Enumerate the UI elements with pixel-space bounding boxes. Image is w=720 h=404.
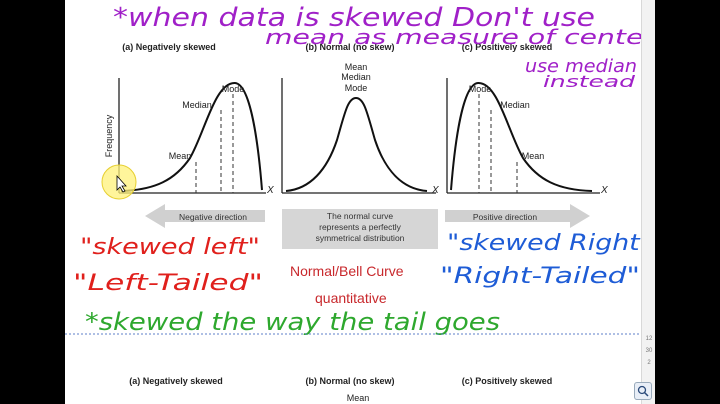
scroll-number: 12 bbox=[645, 336, 653, 342]
panel-title-negative: (a) Negatively skewed bbox=[122, 42, 216, 52]
mean-label: Mean bbox=[169, 151, 192, 161]
next-title-negative: (a) Negatively skewed bbox=[129, 376, 223, 386]
next-title-normal: (b) Normal (no skew) bbox=[305, 376, 394, 386]
annotation-quantitative: quantitative bbox=[315, 290, 387, 306]
page-canvas: (a) Negatively skewed (b) Normal (no ske… bbox=[65, 3, 655, 403]
annotation-right-tailed: "Right-Tailed" bbox=[440, 264, 640, 289]
panel-title-positive: (c) Positively skewed bbox=[462, 42, 553, 52]
next-peek-mean: Mean bbox=[347, 393, 370, 403]
normal-box-line1: The normal curve bbox=[327, 211, 393, 221]
annotation-skewed-left: "skewed left" bbox=[80, 235, 260, 260]
scroll-number: 2 bbox=[647, 360, 651, 366]
mean-label: Mean bbox=[522, 151, 545, 161]
mode-label: Mode bbox=[469, 84, 492, 94]
median-label: Median bbox=[182, 100, 212, 110]
annotation-top-line2: mean as measure of center bbox=[265, 25, 655, 49]
zoom-button[interactable] bbox=[634, 382, 652, 400]
curve-positive bbox=[450, 81, 593, 192]
mean-label: Mean bbox=[345, 62, 368, 72]
annotation-use-median: use median bbox=[525, 56, 637, 77]
next-title-positive: (c) Positively skewed bbox=[462, 376, 553, 386]
magnifier-icon bbox=[637, 385, 649, 397]
normal-box-line2: represents a perfectly bbox=[319, 222, 401, 232]
curve-negative bbox=[120, 81, 263, 192]
vertical-scrollbar[interactable]: 12 30 2 bbox=[641, 0, 655, 404]
x-axis-label: X bbox=[600, 185, 608, 196]
scroll-number: 30 bbox=[645, 348, 653, 354]
cursor-icon bbox=[116, 174, 127, 193]
y-axis-label: Frequency bbox=[104, 114, 114, 157]
panel-normal: Mean Median Mode X bbox=[281, 62, 439, 196]
positive-arrow bbox=[445, 204, 590, 228]
mode-label: Mode bbox=[345, 83, 368, 93]
panel-positive: Mode Median Mean X bbox=[446, 78, 608, 196]
letterbox-right bbox=[655, 0, 720, 404]
normal-box-line3: symmetrical distribution bbox=[316, 233, 405, 243]
x-axis-label: X bbox=[431, 185, 439, 196]
annotation-tail-note: *skewed the way the tail goes bbox=[85, 308, 500, 336]
positive-direction-label: Positive direction bbox=[473, 212, 538, 222]
mode-label: Mode bbox=[222, 84, 245, 94]
annotation-top-line1: *when data is skewed Don't use bbox=[113, 3, 595, 33]
negative-direction-label: Negative direction bbox=[179, 212, 247, 222]
annotation-skewed-right: "skewed Right" bbox=[447, 231, 652, 256]
annotation-instead: instead bbox=[543, 72, 636, 91]
document-page: (a) Negatively skewed (b) Normal (no ske… bbox=[65, 0, 655, 404]
median-label: Median bbox=[500, 100, 530, 110]
x-axis-label: X bbox=[266, 185, 274, 196]
normal-curve-box bbox=[282, 209, 438, 249]
annotation-left-tailed: "Left-Tailed" bbox=[73, 271, 263, 296]
curve-normal bbox=[285, 96, 428, 192]
panel-title-normal: (b) Normal (no skew) bbox=[305, 42, 394, 52]
annotation-normal-bell: Normal/Bell Curve bbox=[290, 263, 404, 279]
panel-negative: Mode Median Mean X Frequency bbox=[104, 78, 274, 196]
median-label: Median bbox=[341, 72, 371, 82]
negative-arrow bbox=[145, 204, 265, 228]
